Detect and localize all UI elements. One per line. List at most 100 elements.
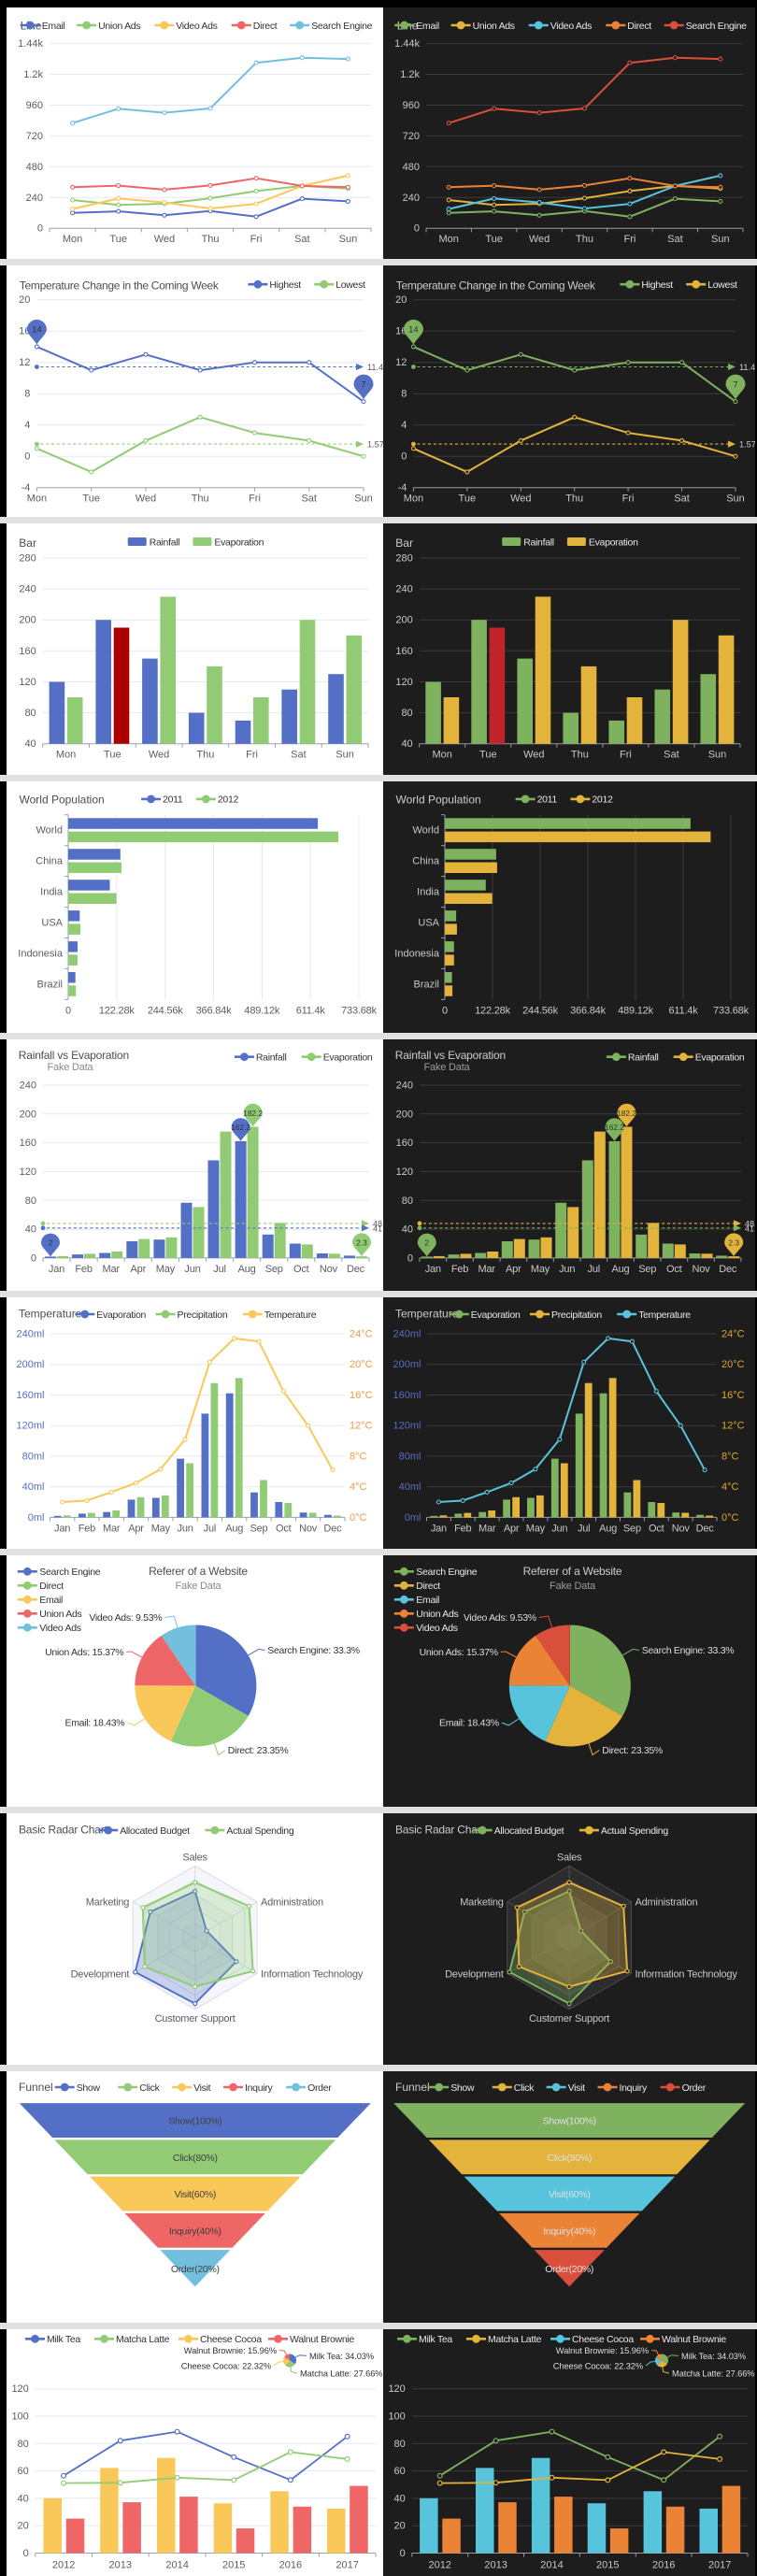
svg-text:41.63: 41.63 <box>373 1224 383 1233</box>
svg-text:40: 40 <box>25 1224 36 1236</box>
svg-text:2015: 2015 <box>596 2560 619 2571</box>
svg-text:Walnut Brownie: Walnut Brownie <box>290 2334 354 2345</box>
svg-text:20: 20 <box>395 294 407 306</box>
svg-text:Jul: Jul <box>588 1264 600 1275</box>
svg-text:Rainfall: Rainfall <box>523 537 554 548</box>
svg-text:World: World <box>412 825 439 837</box>
svg-text:Inquiry(40%): Inquiry(40%) <box>169 2225 221 2237</box>
svg-text:20: 20 <box>19 294 30 306</box>
svg-text:720: 720 <box>403 131 420 142</box>
svg-text:Referer of a Website: Referer of a Website <box>149 1565 248 1578</box>
svg-text:Fri: Fri <box>249 494 261 505</box>
svg-text:Visit: Visit <box>193 2082 211 2094</box>
svg-text:2012: 2012 <box>592 794 613 806</box>
svg-text:Nov: Nov <box>299 1523 318 1534</box>
svg-text:Evaporation: Evaporation <box>96 1309 146 1321</box>
svg-text:Information Technology: Information Technology <box>636 1968 738 1980</box>
svg-text:Show(100%): Show(100%) <box>543 2116 596 2127</box>
svg-text:Temperature: Temperature <box>395 1308 459 1321</box>
svg-text:Evaporation: Evaporation <box>695 1052 745 1064</box>
svg-text:160ml: 160ml <box>17 1390 45 1401</box>
svg-text:Development: Development <box>445 1968 504 1980</box>
svg-text:Sun: Sun <box>726 494 745 505</box>
svg-text:80: 80 <box>24 708 36 719</box>
svg-text:Rainfall vs Evaporation: Rainfall vs Evaporation <box>19 1049 129 1062</box>
svg-text:12: 12 <box>395 357 407 368</box>
svg-text:Brazil: Brazil <box>413 979 439 990</box>
svg-text:Thu: Thu <box>196 750 214 761</box>
svg-text:14: 14 <box>32 325 42 336</box>
svg-text:Indonesia: Indonesia <box>18 949 64 960</box>
svg-text:200: 200 <box>19 615 36 626</box>
svg-text:Jun: Jun <box>559 1264 575 1275</box>
svg-text:Milk Tea: Milk Tea <box>47 2334 80 2345</box>
svg-text:0: 0 <box>401 451 407 463</box>
svg-text:1.44k: 1.44k <box>18 38 43 50</box>
svg-text:240: 240 <box>19 584 36 595</box>
svg-text:Search Engine: Search Engine <box>39 1567 100 1578</box>
svg-text:Visit: Visit <box>568 2082 586 2094</box>
svg-text:182.2: 182.2 <box>243 1109 263 1118</box>
svg-text:14: 14 <box>408 325 419 336</box>
svg-text:100: 100 <box>11 2411 28 2423</box>
svg-text:733.68k: 733.68k <box>341 1006 377 1017</box>
svg-text:Cheese Cocoa: 22.32%: Cheese Cocoa: 22.32% <box>553 2362 643 2371</box>
svg-text:1.44k: 1.44k <box>394 38 420 50</box>
svg-text:240ml: 240ml <box>17 1329 45 1340</box>
svg-text:Actual Spending: Actual Spending <box>601 1825 668 1837</box>
svg-text:120: 120 <box>20 1166 36 1178</box>
svg-text:Feb: Feb <box>75 1264 92 1275</box>
svg-text:USA: USA <box>418 918 439 929</box>
svg-text:Show: Show <box>77 2082 101 2094</box>
svg-text:2012: 2012 <box>52 2560 75 2571</box>
svg-text:Aug: Aug <box>599 1523 617 1534</box>
svg-text:480: 480 <box>403 162 420 173</box>
svg-text:122.28k: 122.28k <box>99 1006 135 1017</box>
svg-text:Thu: Thu <box>576 234 593 245</box>
svg-text:12: 12 <box>19 357 30 368</box>
svg-text:India: India <box>417 887 440 898</box>
svg-text:24°C: 24°C <box>721 1329 745 1340</box>
svg-text:Actual Spending: Actual Spending <box>226 1825 293 1837</box>
svg-text:Email: Email <box>39 1595 63 1606</box>
svg-text:Union Ads: Union Ads <box>473 21 515 32</box>
svg-text:2012: 2012 <box>218 794 239 806</box>
svg-text:280: 280 <box>19 553 36 565</box>
svg-text:Order(20%): Order(20%) <box>545 2264 593 2275</box>
svg-text:80: 80 <box>401 708 412 719</box>
svg-text:0: 0 <box>407 1252 413 1264</box>
svg-text:Funnel: Funnel <box>395 2081 430 2094</box>
svg-text:Basic Radar Chart: Basic Radar Chart <box>19 1824 108 1837</box>
svg-text:Fri: Fri <box>246 750 258 761</box>
svg-text:Wed: Wed <box>523 750 544 761</box>
svg-text:160: 160 <box>20 1138 36 1149</box>
svg-text:0: 0 <box>24 451 30 463</box>
svg-text:Sep: Sep <box>623 1523 641 1534</box>
svg-text:2013: 2013 <box>109 2560 132 2571</box>
svg-text:Direct: Direct <box>253 21 278 32</box>
svg-text:80: 80 <box>18 2439 29 2450</box>
svg-text:Fri: Fri <box>250 234 263 245</box>
svg-text:2014: 2014 <box>540 2560 563 2571</box>
svg-text:Oct: Oct <box>666 1264 682 1275</box>
svg-text:8°C: 8°C <box>350 1451 367 1462</box>
svg-text:2.3: 2.3 <box>356 1238 367 1247</box>
svg-text:48.07: 48.07 <box>373 1219 383 1228</box>
svg-text:200: 200 <box>395 615 412 626</box>
svg-text:Direct: Direct <box>416 1581 440 1592</box>
svg-text:Milk Tea: 34.03%: Milk Tea: 34.03% <box>681 2352 746 2361</box>
svg-text:Mon: Mon <box>27 494 47 505</box>
svg-text:2011: 2011 <box>537 794 558 806</box>
svg-text:Search Engine: 33.3%: Search Engine: 33.3% <box>267 1645 360 1656</box>
svg-text:2011: 2011 <box>163 794 183 806</box>
svg-text:366.84k: 366.84k <box>570 1006 606 1017</box>
svg-text:160: 160 <box>395 646 412 657</box>
svg-text:Wed: Wed <box>154 234 175 245</box>
svg-text:Aug: Aug <box>238 1264 256 1275</box>
svg-text:Sep: Sep <box>250 1523 268 1534</box>
svg-text:40: 40 <box>401 738 412 750</box>
svg-text:Rainfall: Rainfall <box>150 537 180 548</box>
svg-text:Matcha Latte: 27.66%: Matcha Latte: 27.66% <box>300 2369 382 2379</box>
svg-text:Lowest: Lowest <box>336 279 365 291</box>
svg-text:World: World <box>36 825 63 837</box>
